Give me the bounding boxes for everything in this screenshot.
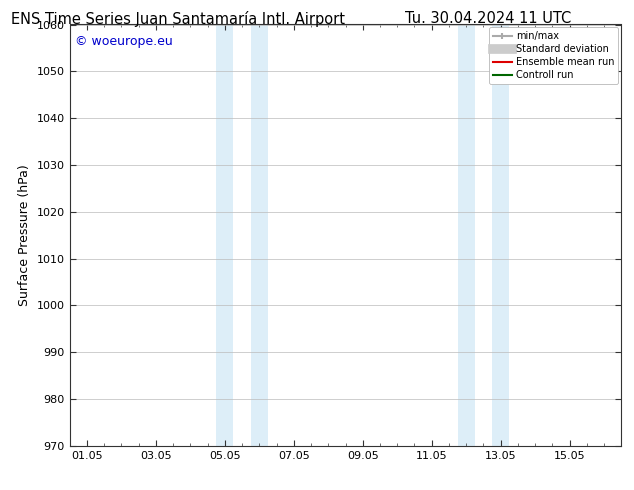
Text: © woeurope.eu: © woeurope.eu [75,35,173,48]
Text: ENS Time Series Juan Santamaría Intl. Airport: ENS Time Series Juan Santamaría Intl. Ai… [11,11,344,27]
Bar [458,24,475,446]
Text: Tu. 30.04.2024 11 UTC: Tu. 30.04.2024 11 UTC [405,11,571,26]
Legend: min/max, Standard deviation, Ensemble mean run, Controll run: min/max, Standard deviation, Ensemble me… [489,27,618,84]
Bar [492,24,509,446]
Bar [250,24,268,446]
Bar [216,24,233,446]
Y-axis label: Surface Pressure (hPa): Surface Pressure (hPa) [18,164,31,306]
